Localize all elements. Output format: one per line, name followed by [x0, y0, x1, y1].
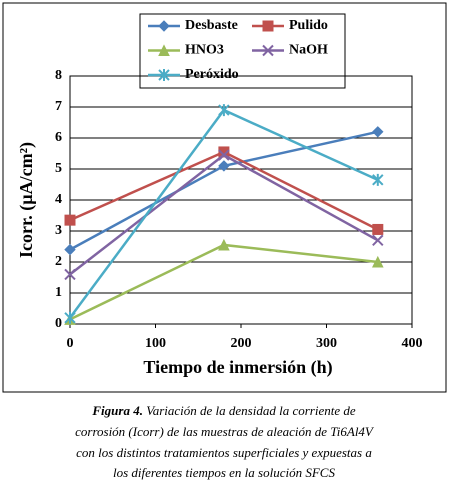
y-tick-label: 2 [55, 254, 62, 269]
x-tick-label: 300 [316, 336, 337, 351]
marker [218, 146, 230, 158]
caption-line: corrosión (Icorr) de las muestras de ale… [75, 424, 375, 439]
marker [64, 268, 76, 281]
caption-label: Figura 4. [91, 403, 143, 418]
y-tick-label: 3 [55, 223, 62, 238]
y-tick-label: 6 [55, 130, 62, 145]
marker [371, 255, 384, 268]
marker [64, 214, 76, 226]
y-tick-label: 4 [55, 192, 62, 207]
marker [218, 149, 230, 161]
caption-line: los diferentes tiempos en la solución SF… [113, 465, 335, 480]
x-tick-label: 0 [67, 336, 74, 351]
x-tick-label: 200 [231, 336, 252, 351]
marker [372, 223, 384, 235]
marker [64, 243, 76, 256]
plot-area [69, 75, 413, 325]
caption-text: Variación de la densidad la corriente de [146, 403, 356, 418]
legend-marker [262, 20, 274, 32]
y-tick-label: 8 [55, 68, 62, 83]
legend-label: Peróxido [185, 67, 239, 82]
marker [372, 173, 384, 186]
legend-label: Desbaste [185, 18, 238, 33]
x-axis-title: Tiempo de inmersión (h) [143, 357, 332, 378]
marker [218, 104, 230, 117]
y-axis-title: Icorr. (µA/cm²) [16, 142, 37, 258]
marker [218, 160, 230, 172]
legend-marker [158, 44, 170, 56]
marker [372, 126, 384, 138]
marker [372, 234, 384, 247]
y-tick-label: 0 [55, 316, 62, 331]
legend-label: HNO3 [185, 43, 224, 58]
legend-marker [262, 44, 274, 57]
legend-label: NaOH [289, 43, 328, 58]
x-tick-label: 400 [402, 336, 423, 351]
y-tick-label: 1 [55, 285, 62, 300]
legend-marker [158, 69, 170, 81]
legend-label: Pulido [289, 18, 328, 33]
marker [218, 238, 230, 251]
x-tick-label: 100 [145, 336, 166, 351]
caption-line: Figura 4. Variación de la densidad la co… [91, 403, 355, 418]
legend-marker [158, 20, 170, 32]
y-tick-label: 7 [55, 99, 62, 114]
marker [64, 311, 76, 324]
caption-line: con los distintos tratamientos superfici… [76, 445, 372, 460]
y-tick-label: 5 [55, 161, 62, 176]
